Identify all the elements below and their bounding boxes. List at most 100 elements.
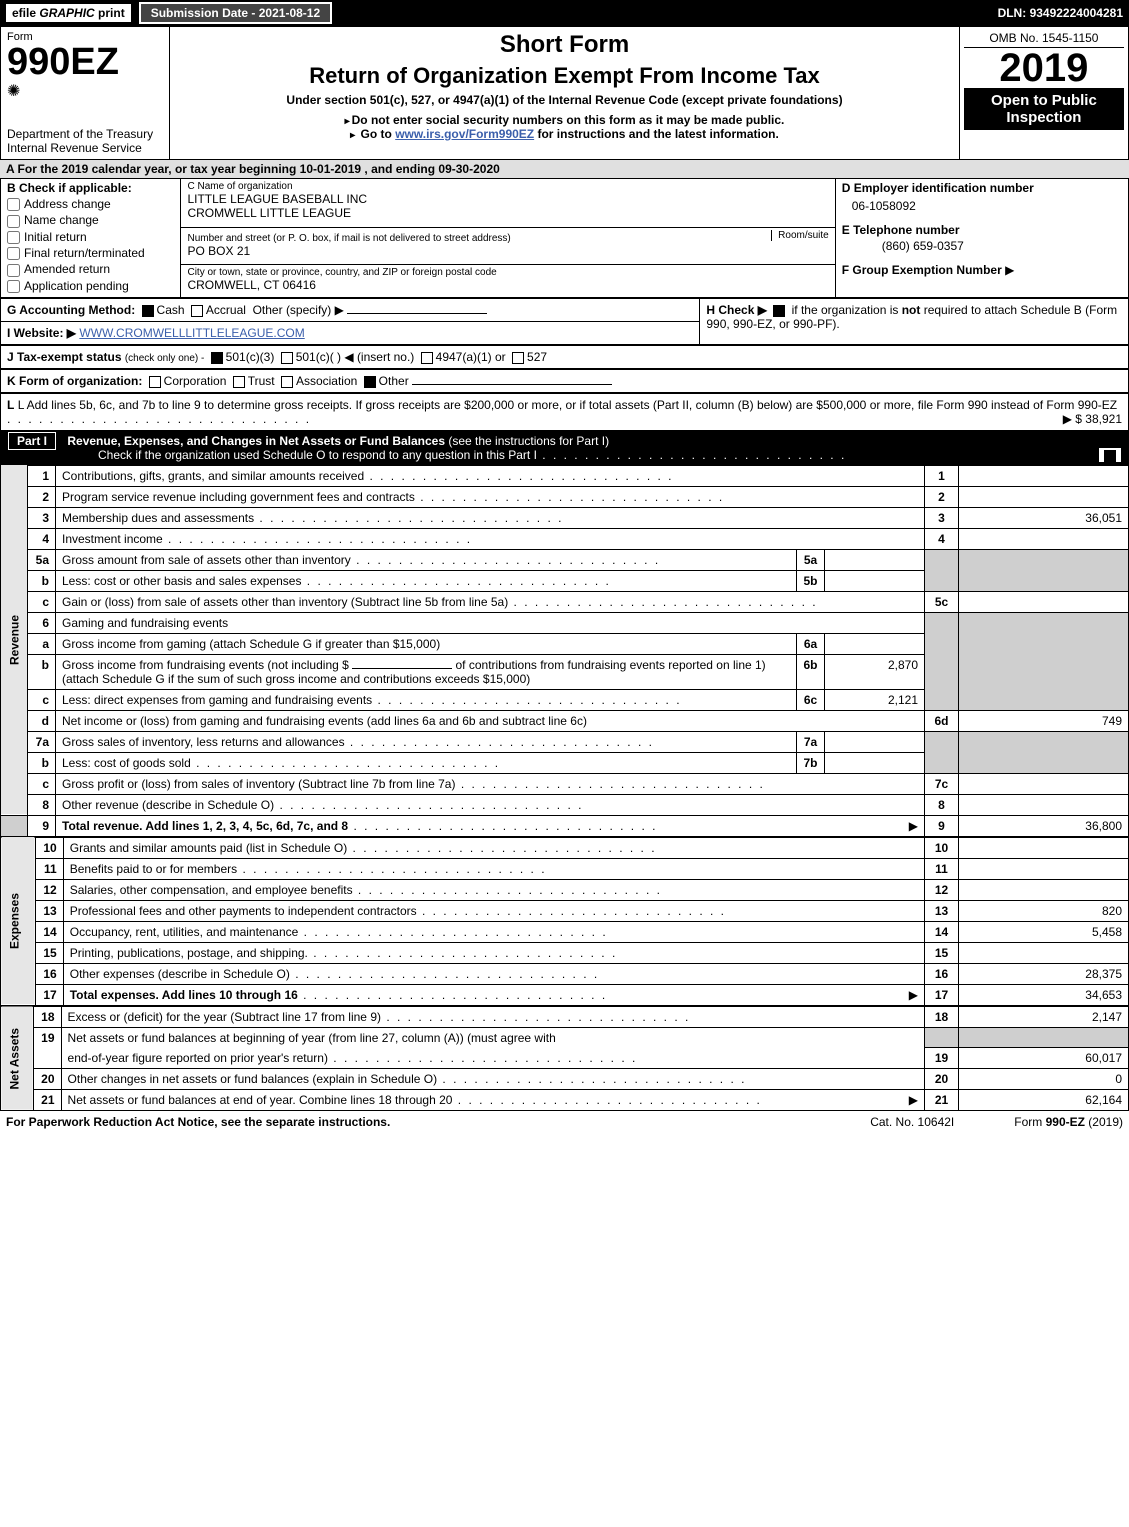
box-c-street: Number and street (or P. O. box, if mail… <box>181 227 835 264</box>
k-other: Other <box>379 374 409 388</box>
revenue-side-label: Revenue <box>1 465 28 815</box>
table-row: 7a Gross sales of inventory, less return… <box>1 731 1129 752</box>
ln-no: 18 <box>33 1006 61 1027</box>
table-row: end-of-year figure reported on prior yea… <box>1 1048 1129 1069</box>
shade-cell <box>1 815 28 836</box>
form-ref-label: Form <box>1014 1115 1045 1129</box>
table-row: d Net income or (loss) from gaming and f… <box>1 710 1129 731</box>
ln12-col: 12 <box>925 879 959 900</box>
table-row: 5a Gross amount from sale of assets othe… <box>1 549 1129 570</box>
ln-no: 9 <box>28 815 56 836</box>
chk-accrual[interactable] <box>191 305 203 317</box>
ln21-amt: 62,164 <box>959 1090 1129 1111</box>
table-row: 14 Occupancy, rent, utilities, and maint… <box>1 921 1129 942</box>
j-hint: (check only one) - <box>125 353 204 364</box>
ln14-desc: Occupancy, rent, utilities, and maintena… <box>70 925 299 939</box>
chk-trust[interactable] <box>233 376 245 388</box>
chk-corp[interactable] <box>149 376 161 388</box>
ln5b-val <box>825 570 925 591</box>
ln20-amt: 0 <box>959 1069 1129 1090</box>
chk-amended-return-box[interactable] <box>7 264 20 277</box>
dots <box>7 412 311 426</box>
ln5c-desc: Gain or (loss) from sale of assets other… <box>62 595 508 609</box>
chk-address-change[interactable]: Address change <box>7 197 174 211</box>
page-footer: For Paperwork Reduction Act Notice, see … <box>0 1111 1129 1133</box>
l-amount: 38,921 <box>1085 412 1122 426</box>
dln: DLN: 93492224004281 <box>998 6 1123 20</box>
chk-initial-return-box[interactable] <box>7 231 20 244</box>
ln2-amt <box>959 486 1129 507</box>
ln3-desc: Membership dues and assessments <box>62 511 254 525</box>
ln-no: 1 <box>28 465 56 486</box>
header-right: OMB No. 1545-1150 2019 Open to Public In… <box>959 27 1128 160</box>
chk-amended-return[interactable]: Amended return <box>7 262 174 276</box>
tax-year: 2019 <box>964 48 1124 88</box>
chk-name-change-box[interactable] <box>7 215 20 228</box>
shade-cell <box>959 549 1129 591</box>
ln7a-mini: 7a <box>797 731 825 752</box>
org-name-2: CROMWELL LITTLE LEAGUE <box>187 206 828 220</box>
chk-cash[interactable] <box>142 305 154 317</box>
chk-address-change-box[interactable] <box>7 198 20 211</box>
entity-block: B Check if applicable: Address change Na… <box>0 178 1129 298</box>
rows-l: L L Add lines 5b, 6c, and 7b to line 9 t… <box>0 393 1129 431</box>
k-label: K Form of organization: <box>7 374 142 388</box>
table-row: 9 Total revenue. Add lines 1, 2, 3, 4, 5… <box>1 815 1129 836</box>
table-row: 2 Program service revenue including gove… <box>1 486 1129 507</box>
ln5b-desc: Less: cost or other basis and sales expe… <box>62 574 301 588</box>
table-row: c Gross profit or (loss) from sales of i… <box>1 773 1129 794</box>
ln5c-amt <box>959 591 1129 612</box>
chk-h[interactable] <box>773 305 785 317</box>
chk-application-pending[interactable]: Application pending <box>7 279 174 293</box>
table-row: 8 Other revenue (describe in Schedule O)… <box>1 794 1129 815</box>
ln5c-col: 5c <box>925 591 959 612</box>
chk-4947[interactable] <box>421 352 433 364</box>
shade-cell <box>925 612 959 710</box>
ln4-desc: Investment income <box>62 532 163 546</box>
ln6a-desc: Gross income from gaming (attach Schedul… <box>62 637 440 651</box>
chk-other-org[interactable] <box>364 376 376 388</box>
chk-527[interactable] <box>512 352 524 364</box>
chk-501c3[interactable] <box>211 352 223 364</box>
ln5b-mini: 5b <box>797 570 825 591</box>
k-other-blank[interactable] <box>412 384 612 385</box>
chk-initial-return[interactable]: Initial return <box>7 230 174 244</box>
box-b-label: B Check if applicable: <box>7 181 174 195</box>
chk-501c[interactable] <box>281 352 293 364</box>
rows-j: J Tax-exempt status (check only one) - 5… <box>0 345 1129 369</box>
goto-prefix: Go to <box>361 127 396 141</box>
efile-badge[interactable]: efile GRAPHIC print <box>6 4 131 22</box>
ln2-col: 2 <box>925 486 959 507</box>
chk-final-return[interactable]: Final return/terminated <box>7 246 174 260</box>
table-row: 11 Benefits paid to or for members 11 <box>1 858 1129 879</box>
g-other-blank[interactable] <box>347 313 487 314</box>
table-row: 3 Membership dues and assessments 3 36,0… <box>1 507 1129 528</box>
table-row: 17 Total expenses. Add lines 10 through … <box>1 984 1129 1005</box>
ln6b-blank[interactable] <box>352 668 452 669</box>
g-accrual: Accrual <box>206 303 246 317</box>
table-row: 15 Printing, publications, postage, and … <box>1 942 1129 963</box>
chk-schedule-o[interactable] <box>1104 450 1116 462</box>
h-not: not <box>902 303 921 317</box>
table-row: 12 Salaries, other compensation, and emp… <box>1 879 1129 900</box>
chk-final-return-box[interactable] <box>7 247 20 260</box>
shade-cell <box>925 1027 959 1048</box>
ln6b-val: 2,870 <box>825 654 925 689</box>
table-row: c Gain or (loss) from sale of assets oth… <box>1 591 1129 612</box>
table-row: Revenue 1 Contributions, gifts, grants, … <box>1 465 1129 486</box>
chk-assoc[interactable] <box>281 376 293 388</box>
website-link[interactable]: WWW.CROMWELLLITTLELEAGUE.COM <box>79 326 304 340</box>
ln19-amt: 60,017 <box>959 1048 1129 1069</box>
org-name-1: LITTLE LEAGUE BASEBALL INC <box>187 192 828 206</box>
chk-name-change[interactable]: Name change <box>7 213 174 227</box>
ln10-col: 10 <box>925 837 959 858</box>
ln7c-col: 7c <box>925 773 959 794</box>
expenses-table: Expenses 10 Grants and similar amounts p… <box>0 837 1129 1006</box>
dln-label: DLN: <box>998 6 1030 20</box>
box-c-name: C Name of organization LITTLE LEAGUE BAS… <box>181 179 835 228</box>
chk-application-pending-box[interactable] <box>7 280 20 293</box>
goto-link[interactable]: www.irs.gov/Form990EZ <box>395 127 534 141</box>
g-other: Other (specify) ▶ <box>253 303 344 317</box>
ln17-col: 17 <box>925 984 959 1005</box>
ln6c-mini: 6c <box>797 689 825 710</box>
